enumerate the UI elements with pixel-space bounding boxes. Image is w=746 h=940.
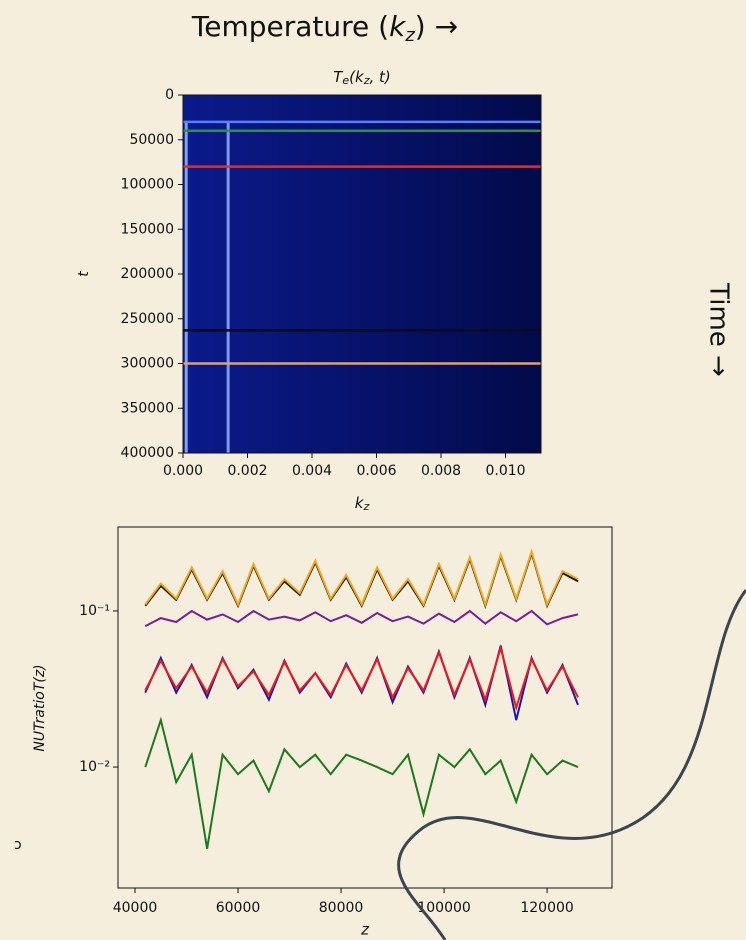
x-tick-label: 0.006 bbox=[356, 463, 396, 479]
x-label-part: z bbox=[362, 500, 369, 513]
plot-frame bbox=[117, 526, 613, 889]
x-tick-label: 80000 bbox=[319, 900, 364, 916]
side-label: Time → bbox=[704, 282, 734, 377]
x-axis-label: z bbox=[360, 921, 370, 939]
header-text: Temperature ( bbox=[191, 10, 389, 43]
side-fragment: ɔ bbox=[14, 837, 22, 853]
series-line bbox=[144, 644, 579, 712]
y-tick-label: 250000 bbox=[121, 311, 174, 327]
header-var: k bbox=[389, 10, 407, 43]
x-tick-label: 40000 bbox=[113, 900, 158, 916]
header-sub: z bbox=[404, 25, 415, 46]
y-tick-label: 0 bbox=[165, 87, 174, 103]
x-tick-label: 0.010 bbox=[485, 463, 525, 479]
x-tick-label: 60000 bbox=[216, 900, 261, 916]
y-tick-label: 10⁻² bbox=[79, 759, 110, 775]
series-line bbox=[144, 609, 579, 627]
title-part: (k bbox=[349, 68, 365, 86]
header-close: ) → bbox=[415, 10, 458, 43]
title-part: z bbox=[363, 74, 370, 87]
y-axis-label: NUTratioT(z) bbox=[32, 664, 48, 751]
x-tick-label: 0.008 bbox=[421, 463, 461, 479]
chart-title: Te(kz, t) bbox=[333, 68, 391, 88]
title-part: e bbox=[342, 74, 349, 87]
x-tick-label: 100000 bbox=[417, 900, 470, 916]
y-tick-label: 400000 bbox=[121, 445, 174, 461]
series-line bbox=[144, 716, 579, 849]
title-part: T bbox=[333, 68, 344, 86]
x-axis-label: kz bbox=[355, 494, 370, 514]
line-chart: z NUTratioT(z) 10⁻¹ 10⁻² 40000 60000 80000 10… bbox=[32, 526, 613, 939]
title-part: , t) bbox=[370, 68, 391, 86]
heatmap-chart: Te(kz, t) kz t 0500001000001500002000002… bbox=[76, 68, 542, 514]
y-tick-label: 100000 bbox=[121, 177, 174, 193]
x-label-part: k bbox=[355, 494, 365, 512]
y-tick-label: 10⁻¹ bbox=[79, 603, 110, 619]
heatmap-field bbox=[183, 95, 541, 453]
y-tick-label: 350000 bbox=[121, 400, 174, 416]
x-tick-label: 120000 bbox=[520, 900, 573, 916]
x-tick-label: 0.004 bbox=[292, 463, 332, 479]
x-tick-label: 0.000 bbox=[163, 463, 203, 479]
y-axis-label: t bbox=[76, 271, 92, 277]
series-line bbox=[144, 548, 579, 608]
y-tick-label: 150000 bbox=[121, 221, 174, 237]
x-tick-label: 0.002 bbox=[227, 463, 267, 479]
decorative-curve bbox=[397, 589, 746, 940]
y-tick-label: 200000 bbox=[121, 266, 174, 282]
y-tick-label: 50000 bbox=[129, 132, 174, 148]
header: Temperature (kz) → bbox=[191, 10, 458, 46]
y-tick-label: 300000 bbox=[121, 356, 174, 372]
